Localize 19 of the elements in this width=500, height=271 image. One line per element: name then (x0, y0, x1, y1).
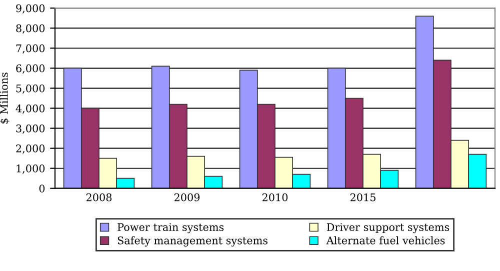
y-tick-label: 8,000 (16, 24, 45, 34)
x-tick-label: 2009 (174, 193, 200, 202)
legend-label: Safety management systems (118, 236, 268, 247)
x-tick-label: 2015 (350, 193, 376, 202)
y-tick-label: 4,000 (16, 104, 45, 114)
y-axis-title: $ Millions (0, 72, 10, 124)
y-tick-label: 9,000 (16, 4, 45, 14)
y-tick-label: 7,000 (16, 44, 45, 54)
legend-label: Alternate fuel vehicles (326, 236, 445, 244)
y-tick-label: 6,000 (16, 64, 45, 74)
y-tick-label: 5,000 (16, 84, 45, 94)
y-tick-label: 0 (39, 184, 45, 192)
x-tick-label: 2010 (262, 193, 288, 202)
y-tick-label: 3,000 (16, 124, 45, 134)
y-tick-label: 1,000 (16, 164, 45, 174)
x-tick-label: 2008 (86, 193, 112, 202)
legend-label: Driver support systems (326, 223, 450, 234)
y-tick-label: 2,000 (16, 144, 45, 154)
legend-label: Power train systems (118, 223, 224, 234)
